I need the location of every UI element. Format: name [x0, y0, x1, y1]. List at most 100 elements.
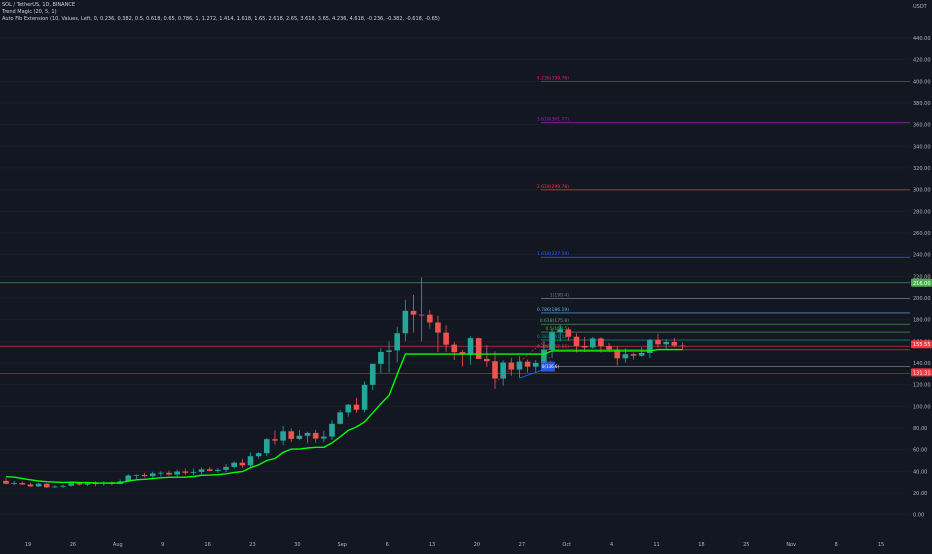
candle[interactable] — [524, 361, 531, 367]
candle[interactable] — [280, 431, 286, 441]
candle[interactable] — [492, 361, 498, 379]
y-tick-label: 0.00 — [913, 513, 924, 519]
candle[interactable] — [125, 475, 132, 482]
candle[interactable] — [182, 471, 189, 473]
indicator-trend-magic[interactable]: Trend Magic (20, 5, 1) — [1, 9, 57, 15]
y-tick-label: 100.00 — [913, 404, 931, 410]
candle[interactable] — [353, 404, 360, 410]
candle[interactable] — [590, 338, 596, 348]
candle[interactable] — [247, 456, 254, 466]
candle[interactable] — [76, 483, 83, 485]
candle[interactable] — [215, 469, 221, 471]
candle[interactable] — [206, 469, 213, 471]
candle[interactable] — [345, 404, 352, 413]
candle[interactable] — [288, 431, 295, 439]
candle[interactable] — [427, 314, 433, 323]
candle[interactable] — [671, 341, 678, 346]
candle[interactable] — [532, 362, 539, 367]
candle[interactable] — [337, 412, 343, 424]
candle[interactable] — [541, 349, 547, 363]
candle[interactable] — [264, 439, 270, 454]
candle[interactable] — [443, 332, 449, 345]
candle[interactable] — [361, 384, 368, 410]
candle[interactable] — [133, 474, 140, 476]
candle[interactable] — [3, 480, 9, 484]
candle[interactable] — [475, 338, 482, 359]
candle[interactable] — [484, 358, 490, 362]
candle[interactable] — [663, 341, 669, 345]
candle[interactable] — [549, 332, 555, 350]
x-tick-label: 8 — [835, 542, 838, 548]
candle[interactable] — [223, 466, 229, 470]
candle[interactable] — [27, 484, 34, 487]
candle[interactable] — [630, 354, 637, 356]
candle[interactable] — [655, 339, 661, 345]
candle[interactable] — [141, 474, 148, 477]
candle[interactable] — [84, 483, 91, 485]
candle[interactable] — [369, 363, 376, 385]
candle[interactable] — [516, 361, 523, 370]
candle[interactable] — [255, 453, 262, 457]
candle[interactable] — [402, 310, 409, 334]
price-tag-label: 131.31 — [913, 370, 931, 376]
candle[interactable] — [435, 322, 441, 333]
candle[interactable] — [296, 435, 303, 439]
candle[interactable] — [598, 338, 604, 347]
candle[interactable] — [614, 349, 621, 359]
candle[interactable] — [198, 469, 205, 472]
candle[interactable] — [565, 329, 572, 337]
candle[interactable] — [149, 473, 156, 477]
candle[interactable] — [11, 483, 17, 484]
indicator-auto-fib[interactable]: Auto Fib Extension (10, Values, Left, 0,… — [2, 16, 440, 22]
candle[interactable] — [557, 329, 563, 333]
candle[interactable] — [410, 310, 417, 315]
x-tick-label: Nov — [786, 542, 796, 548]
candle[interactable] — [43, 483, 50, 488]
candle[interactable] — [231, 462, 237, 467]
candle[interactable] — [329, 423, 335, 437]
candle[interactable] — [239, 462, 246, 466]
fib-anchor-line — [494, 340, 553, 383]
candle[interactable] — [638, 352, 645, 356]
y-tick-label: 400.00 — [913, 79, 931, 85]
candle[interactable] — [52, 486, 58, 488]
candle[interactable] — [272, 439, 278, 441]
candle[interactable] — [451, 344, 458, 353]
candle[interactable] — [386, 350, 392, 352]
y-tick-label: 220.00 — [913, 274, 931, 280]
candle[interactable] — [19, 483, 26, 485]
candle[interactable] — [60, 485, 66, 487]
candle[interactable] — [606, 346, 612, 350]
x-tick-label: 19 — [25, 542, 31, 548]
candle[interactable] — [418, 314, 425, 316]
candle[interactable] — [378, 351, 384, 364]
candle[interactable] — [573, 336, 580, 346]
candle[interactable] — [92, 483, 99, 485]
candle[interactable] — [581, 345, 588, 348]
candle[interactable] — [500, 362, 506, 379]
candle[interactable] — [467, 338, 474, 355]
candle[interactable] — [190, 471, 197, 473]
candle[interactable] — [321, 436, 327, 439]
candle[interactable] — [622, 354, 629, 359]
candle[interactable] — [174, 471, 180, 475]
candle[interactable] — [166, 472, 172, 475]
candle[interactable] — [312, 432, 319, 439]
y-tick-label: 240.00 — [913, 253, 931, 259]
candle[interactable] — [158, 472, 164, 474]
candle[interactable] — [304, 432, 311, 436]
candle[interactable] — [679, 345, 686, 347]
x-tick-label: 6 — [386, 542, 389, 548]
y-tick-label: 120.00 — [913, 383, 931, 389]
candle[interactable] — [647, 339, 653, 353]
x-tick-label: 16 — [204, 542, 210, 548]
candle[interactable] — [508, 362, 515, 370]
candle[interactable] — [68, 483, 74, 486]
y-tick-label: 20.00 — [913, 491, 927, 497]
fib-level-label: 0.786(186.19) — [537, 307, 569, 313]
candle[interactable] — [394, 333, 400, 351]
candle[interactable] — [35, 483, 42, 487]
